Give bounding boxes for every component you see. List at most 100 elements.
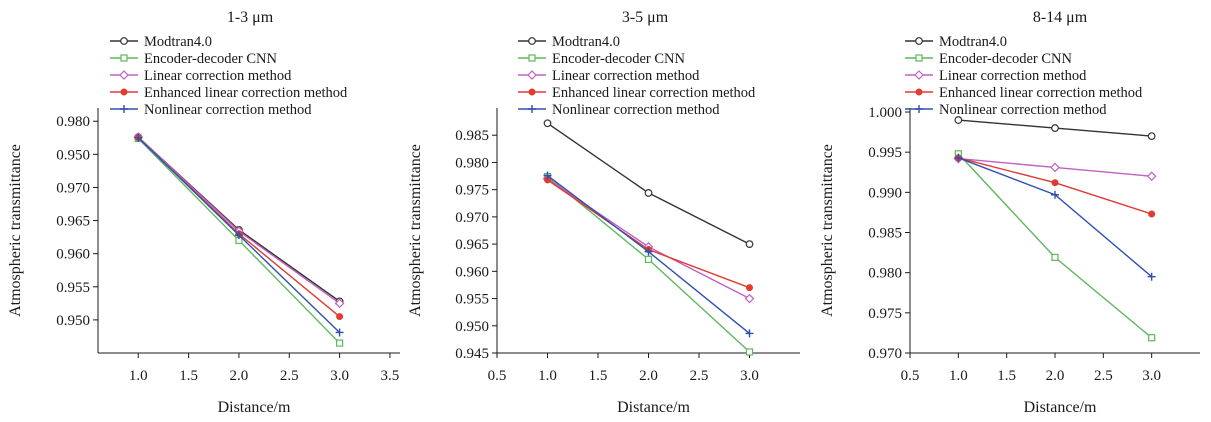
x-tick-label: 0.5 — [901, 368, 920, 384]
legend-marker — [914, 70, 924, 80]
series-line — [137, 136, 341, 302]
y-tick-label: 0.950 — [56, 147, 90, 163]
y-tick-label: 0.950 — [56, 313, 90, 329]
panel-1-3um: 1-3 μm 0.950 0.955 0.960 0.965 0.970 0.950 0.98… — [7, 9, 400, 416]
legend-label: Enhanced linear correction method — [939, 85, 1143, 101]
y-tick-label: 1.000 — [868, 105, 902, 121]
legend-label: Nonlinear correction method — [939, 102, 1107, 118]
x-tick-label: 1.0 — [949, 368, 968, 384]
y-tick-label: 0.960 — [455, 264, 489, 280]
y-tick-label: 0.970 — [455, 210, 489, 226]
legend-label: Encoder-decoder CNN — [939, 51, 1072, 67]
x-tick-label: 2.5 — [690, 368, 709, 384]
x-tick-label: 3.0 — [1142, 368, 1161, 384]
data-point — [1051, 190, 1059, 199]
y-tick-label: 0.990 — [868, 185, 902, 201]
data-point — [1147, 132, 1156, 141]
legend-marker — [120, 88, 128, 96]
x-tick-label: 3.5 — [381, 368, 400, 384]
y-tick-label: 0.945 — [455, 346, 489, 362]
y-tick-label: 0.950 — [455, 319, 489, 335]
legend-marker — [528, 54, 536, 62]
x-tick-label: 3.0 — [330, 368, 349, 384]
series-encoder-decoder-cnn — [543, 173, 754, 356]
data-point — [1051, 253, 1059, 262]
legend-marker — [915, 88, 923, 96]
data-point — [746, 284, 753, 292]
legend-label: Linear correction method — [144, 68, 292, 84]
data-point — [1148, 210, 1156, 218]
y-tick-label: 0.955 — [455, 292, 489, 308]
y-tick-label: 0.975 — [455, 183, 489, 199]
x-axis-title: Distance/m — [617, 399, 690, 416]
data-point — [1050, 162, 1060, 173]
x-tick-label: 2.0 — [1046, 368, 1065, 384]
data-point — [744, 293, 755, 304]
data-point — [336, 339, 344, 347]
legend-label: Modtran4.0 — [939, 34, 1007, 50]
y-tick-label: 0.985 — [868, 226, 902, 242]
y-tick-label: 0.975 — [868, 306, 902, 322]
legend-label: Nonlinear correction method — [144, 102, 312, 118]
legend-marker — [119, 70, 129, 80]
data-point — [1051, 124, 1059, 132]
series-line — [547, 176, 750, 353]
series-nonlinear-correction-method — [134, 133, 344, 337]
panel-title: 8-14 μm — [1033, 9, 1088, 26]
legend-marker — [120, 37, 128, 45]
x-tick-label: 1.0 — [538, 368, 557, 384]
y-tick-label: 0.980 — [455, 155, 489, 171]
y-tick-label: 0.985 — [455, 128, 489, 144]
data-point — [134, 133, 143, 142]
x-axis-title: Distance/m — [218, 399, 291, 416]
legend-marker — [528, 88, 536, 96]
y-axis-title: Atmospheric transmittance — [407, 144, 424, 317]
series-nonlinear-correction-method — [954, 153, 1156, 281]
legend-label: Linear correction method — [939, 68, 1087, 84]
series-enhanced-linear-correction-method — [954, 154, 1156, 218]
data-point — [644, 255, 653, 263]
legend-marker — [528, 105, 536, 113]
data-point — [1146, 171, 1157, 182]
series-modtran4-0 — [134, 133, 344, 306]
legend-label: Encoder-decoder CNN — [144, 51, 277, 67]
data-point — [336, 313, 344, 321]
legend-label: Encoder-decoder CNN — [552, 51, 685, 67]
legend-marker — [120, 54, 128, 62]
panel-title: 1-3 μm — [227, 9, 274, 26]
data-point — [954, 153, 963, 162]
legend-label: Nonlinear correction method — [552, 102, 720, 118]
legend-marker — [915, 54, 923, 62]
x-tick-label: 1.0 — [129, 368, 148, 384]
legend-marker — [120, 105, 128, 113]
x-tick-label: 2.0 — [230, 368, 249, 384]
y-tick-label: 0.970 — [56, 180, 90, 196]
panel-title: 3-5 μm — [622, 9, 669, 26]
legend-label: Enhanced linear correction method — [552, 85, 756, 101]
legend-marker — [527, 70, 537, 80]
y-tick-label: 0.995 — [868, 145, 902, 161]
y-axis-title: Atmospheric transmittance — [819, 144, 836, 317]
data-point — [745, 329, 754, 338]
series-nonlinear-correction-method — [543, 171, 754, 338]
legend-marker — [915, 37, 923, 45]
data-point — [954, 116, 963, 124]
y-tick-label: 0.960 — [56, 247, 90, 263]
series-encoder-decoder-cnn — [134, 134, 344, 347]
x-tick-label: 1.5 — [589, 368, 608, 384]
x-tick-label: 1.5 — [179, 368, 198, 384]
panel-3-5um: 3-5 μm 0.945 0.950 0.955 0.960 0.965 0.970 0.97… — [407, 9, 800, 416]
series-linear-correction-method — [953, 153, 1157, 182]
data-point — [745, 348, 754, 356]
series-line — [547, 122, 750, 245]
legend-marker — [528, 37, 536, 45]
y-tick-label: 0.970 — [868, 346, 902, 362]
x-tick-label: 1.5 — [997, 368, 1016, 384]
data-point — [543, 171, 552, 180]
data-point — [334, 298, 345, 309]
series-modtran4-0 — [954, 116, 1156, 141]
